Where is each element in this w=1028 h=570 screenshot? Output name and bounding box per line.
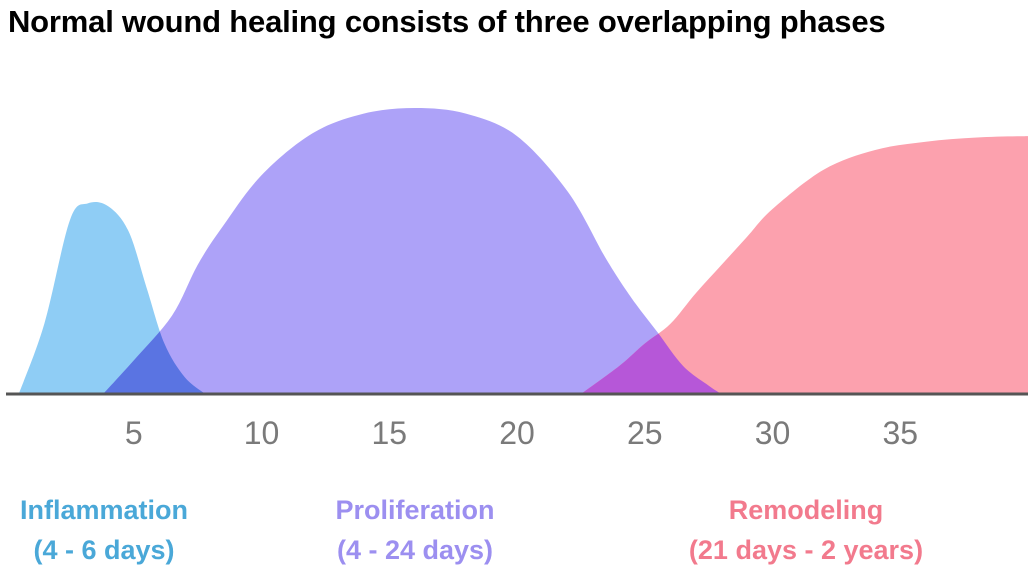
x-axis-ticks: 5 10 15 20 25 30 35 <box>125 415 918 451</box>
x-tick-label: 30 <box>755 415 791 451</box>
legend-range: (4 - 6 days) <box>33 535 175 565</box>
legend-range: (4 - 24 days) <box>336 535 494 565</box>
legend-proliferation: Proliferation (4 - 24 days) <box>295 490 535 570</box>
x-tick-label: 25 <box>627 415 663 451</box>
legend-inflammation: Inflammation (4 - 6 days) <box>0 490 214 570</box>
area-remodeling <box>580 136 1028 394</box>
wound-healing-chart: 5 10 15 20 25 30 35 <box>6 108 1028 451</box>
area-proliferation <box>103 108 722 394</box>
x-tick-label: 15 <box>371 415 407 451</box>
x-tick-label: 35 <box>882 415 918 451</box>
legend-name: Inflammation <box>19 495 188 525</box>
x-tick-label: 10 <box>244 415 280 451</box>
legend-name: Remodeling <box>728 495 884 525</box>
phase-areas <box>18 108 1028 394</box>
legend-range: (21 days - 2 years) <box>688 535 924 565</box>
chart-title: Normal wound healing consists of three o… <box>8 4 886 39</box>
x-tick-label: 5 <box>125 415 143 451</box>
x-tick-label: 20 <box>499 415 535 451</box>
legend-name: Proliferation <box>335 495 495 525</box>
legend-remodeling: Remodeling (21 days - 2 years) <box>656 490 956 570</box>
